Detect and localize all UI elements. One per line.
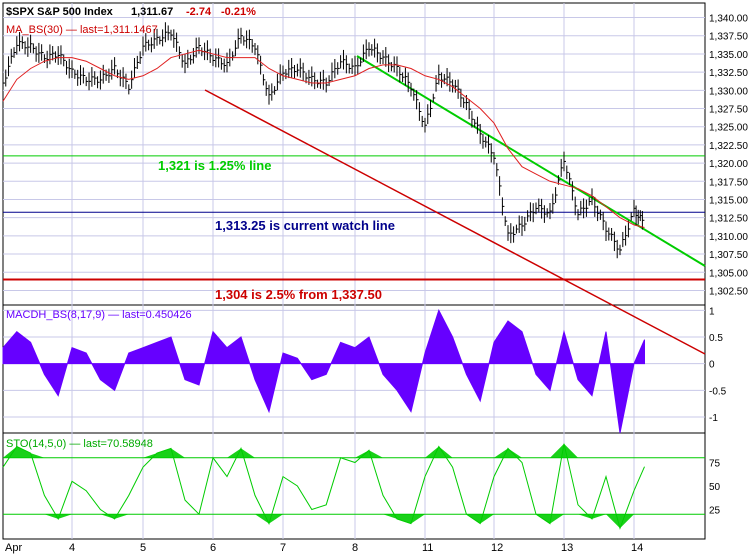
macd-y-tick: 0.5 bbox=[709, 333, 723, 344]
y-tick-label: 1,327.50 bbox=[709, 105, 748, 116]
sto-y-tick: 50 bbox=[709, 482, 721, 493]
y-tick-label: 1,305.00 bbox=[709, 268, 748, 279]
x-tick-label: Apr bbox=[5, 542, 22, 554]
x-tick-label: 8 bbox=[352, 542, 358, 554]
price-change-pct: -0.21% bbox=[221, 6, 256, 18]
price-change: -2.74 bbox=[186, 6, 212, 18]
red-trend-line bbox=[204, 89, 706, 355]
x-tick-label: 6 bbox=[210, 542, 216, 554]
macd-y-tick: -0.5 bbox=[709, 386, 727, 397]
y-tick-label: 1,315.00 bbox=[709, 195, 748, 206]
x-tick-label: 13 bbox=[561, 542, 573, 554]
blue-line-note: 1,313.25 is current watch line bbox=[215, 218, 395, 233]
y-tick-label: 1,317.50 bbox=[709, 177, 748, 188]
sto-y-tick: 25 bbox=[709, 506, 721, 517]
y-tick-label: 1,340.00 bbox=[709, 14, 748, 25]
y-tick-label: 1,330.00 bbox=[709, 86, 748, 97]
x-tick-label: 7 bbox=[280, 542, 286, 554]
sto-oversold-fill bbox=[3, 514, 645, 529]
green-line-note: 1,321 is 1.25% line bbox=[158, 158, 271, 173]
y-tick-label: 1,312.50 bbox=[709, 214, 748, 225]
green-trend-line bbox=[356, 55, 706, 267]
y-tick-label: 1,335.00 bbox=[709, 50, 748, 61]
sto-overbought-fill bbox=[3, 443, 645, 458]
macd-label: MACDH_BS(8,17,9) — last=0.450426 bbox=[6, 309, 192, 321]
macd-histogram bbox=[2, 309, 645, 434]
x-tick-label: 12 bbox=[491, 542, 503, 554]
grid-lines bbox=[3, 3, 705, 539]
sto-y-tick: 75 bbox=[709, 459, 721, 470]
last-price: 1,311.67 bbox=[131, 6, 173, 18]
ma-line bbox=[2, 49, 645, 228]
sto-panel-frame bbox=[2, 432, 706, 540]
y-tick-label: 1,332.50 bbox=[709, 68, 748, 79]
series-group bbox=[2, 22, 645, 530]
red-line-note: 1,304 is 2.5% from 1,337.50 bbox=[215, 287, 382, 302]
y-tick-label: 1,320.00 bbox=[709, 159, 748, 170]
y-tick-label: 1,322.50 bbox=[709, 141, 748, 152]
x-tick-label: 14 bbox=[631, 542, 643, 554]
macd-y-tick: 1 bbox=[709, 306, 715, 317]
y-tick-label: 1,307.50 bbox=[709, 250, 748, 261]
y-tick-label: 1,310.00 bbox=[709, 232, 748, 243]
y-tick-label: 1,337.50 bbox=[709, 32, 748, 43]
x-tick-label: 11 bbox=[422, 542, 433, 554]
x-tick-label: 4 bbox=[69, 542, 75, 554]
y-tick-label: 1,325.00 bbox=[709, 123, 748, 134]
price-panel-frame bbox=[2, 2, 706, 306]
macd-y-tick: 0 bbox=[709, 360, 715, 371]
sto-label: STO(14,5,0) — last=70.58948 bbox=[6, 438, 153, 450]
ma-label: MA_BS(30) — last=1,311.1467 bbox=[6, 24, 158, 36]
macd-y-tick: -1 bbox=[709, 413, 718, 424]
y-tick-label: 1,302.50 bbox=[709, 286, 748, 297]
axis-ticks: Apr 4 5 6 7 8 11 12 13 14 1,340.00 1,337.50 1,335.00… bbox=[5, 14, 748, 554]
trend-lines bbox=[204, 55, 706, 355]
symbol-title: $SPX S&P 500 Index bbox=[6, 6, 114, 18]
x-tick-label: 5 bbox=[140, 542, 146, 554]
